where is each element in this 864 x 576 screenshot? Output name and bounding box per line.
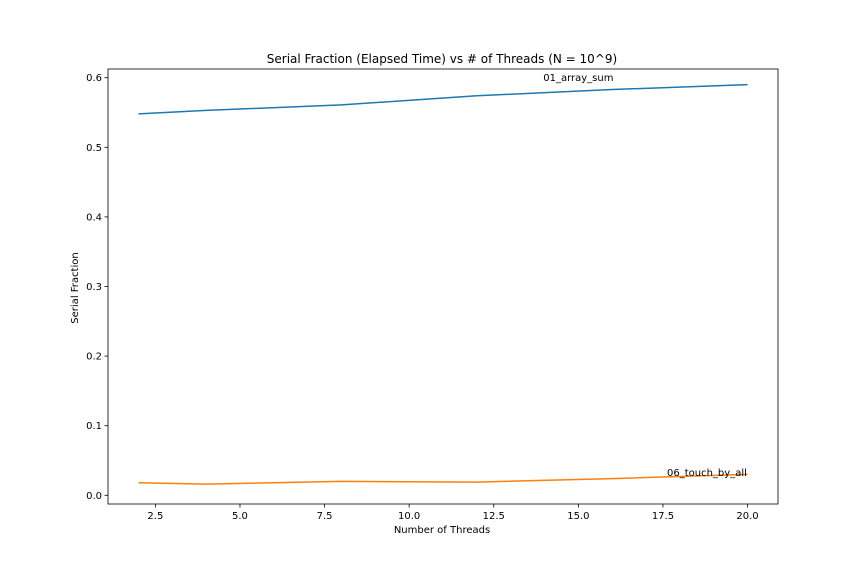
y-tick-label: 0.4 (86, 212, 102, 223)
x-tick-label: 2.5 (147, 511, 163, 522)
series-line-2 (138, 473, 748, 485)
y-axis-label: Serial Fraction (70, 252, 81, 323)
y-tick-label: 0.2 (86, 352, 102, 363)
x-tick-label: 10.0 (398, 511, 420, 522)
y-tick-label: 0.3 (86, 282, 102, 293)
x-tick-label: 17.5 (652, 511, 674, 522)
x-axis-label: Number of Threads (394, 525, 490, 536)
x-tick-label: 15.0 (567, 511, 589, 522)
y-tick-label: 0.1 (86, 421, 102, 432)
y-tick-label: 0.5 (86, 143, 102, 154)
series-line-1 (138, 83, 748, 115)
series-annotation: 06_touch_by_all (667, 468, 747, 479)
x-tick-label: 20.0 (736, 511, 758, 522)
y-tick-label: 0.6 (86, 73, 102, 84)
series-annotation: 01_array_sum (543, 73, 613, 84)
x-tick-label: 7.5 (317, 511, 333, 522)
plot-area: 2.5 5.0 7.5 10.0 12.5 15.0 17.5 20.0 0.0 0.1 0.2 0.… (86, 68, 779, 522)
x-tick-label: 12.5 (483, 511, 505, 522)
y-tick-label: 0.0 (86, 491, 102, 502)
chart-title: Serial Fraction (Elapsed Time) vs # of T… (267, 52, 617, 66)
x-tick-label: 5.0 (232, 511, 248, 522)
